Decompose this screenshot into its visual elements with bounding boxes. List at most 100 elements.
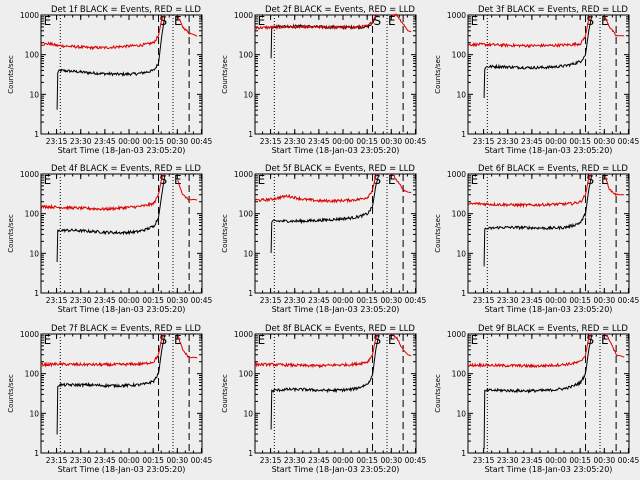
y-tick-label: 1 bbox=[248, 449, 253, 458]
x-tick-label: 00:30 bbox=[594, 296, 616, 305]
x-tick-label: 00:30 bbox=[381, 456, 403, 465]
x-tick-label: 23:30 bbox=[284, 456, 306, 465]
plot-frame bbox=[40, 14, 203, 135]
x-tick-label: 23:30 bbox=[284, 137, 306, 146]
x-tick-label: 00:00 bbox=[332, 296, 354, 305]
marker-label-S: S bbox=[160, 173, 168, 187]
panel-det-9: Det 9f BLACK = Events, RED = LLD 1 10 100 10… bbox=[434, 324, 639, 474]
y-tick-label: 1 bbox=[248, 130, 253, 139]
marker-label-S: S bbox=[160, 14, 168, 28]
x-tick-label: 00:15 bbox=[569, 456, 591, 465]
marker-label-E: E bbox=[601, 333, 609, 347]
y-tick-label: 100 bbox=[25, 210, 40, 219]
panel-det-2: Det 2f BLACK = Events, RED = LLD 1 10 100 10… bbox=[221, 5, 426, 155]
x-tick-label: 00:45 bbox=[405, 296, 427, 305]
series-lld-line bbox=[254, 14, 379, 31]
plot-frame bbox=[254, 173, 417, 294]
series-lld-line-tail bbox=[177, 16, 198, 37]
x-tick-label: 23:15 bbox=[473, 456, 495, 465]
panel-title: Det 5f BLACK = Events, RED = LLD bbox=[265, 164, 415, 174]
x-tick-label: 23:30 bbox=[284, 296, 306, 305]
panel-title: Det 9f BLACK = Events, RED = LLD bbox=[478, 324, 628, 334]
series-lld-line bbox=[254, 173, 379, 204]
y-tick-label: 1000 bbox=[20, 330, 39, 339]
x-tick-label: 00:00 bbox=[332, 137, 354, 146]
marker-label-E: E bbox=[388, 14, 396, 28]
x-tick-label: 00:15 bbox=[142, 296, 164, 305]
x-tick-label: 00:30 bbox=[594, 456, 616, 465]
x-tick-label: 00:15 bbox=[569, 137, 591, 146]
y-tick-label: 10 bbox=[456, 249, 466, 258]
x-tick-label: 00:30 bbox=[167, 137, 189, 146]
y-tick-label: 1 bbox=[461, 449, 466, 458]
x-tick-label: 00:45 bbox=[191, 456, 213, 465]
y-tick-label: 100 bbox=[239, 210, 254, 219]
plot-frame bbox=[467, 333, 630, 454]
y-tick-label: 100 bbox=[239, 51, 254, 60]
marker-label-E: E bbox=[471, 173, 479, 187]
x-tick-label: 23:15 bbox=[473, 296, 495, 305]
x-tick-label: 00:00 bbox=[118, 296, 140, 305]
y-axis-label: Counts/sec bbox=[221, 374, 229, 413]
x-tick-label: 00:00 bbox=[118, 456, 140, 465]
y-tick-label: 1000 bbox=[447, 11, 466, 20]
y-axis-label: Counts/sec bbox=[7, 55, 15, 94]
marker-label-E: E bbox=[44, 14, 52, 28]
x-axis-label: Start Time (18-Jan-03 23:05:20) bbox=[58, 146, 186, 155]
x-tick-label: 00:15 bbox=[569, 296, 591, 305]
y-axis-label: Counts/sec bbox=[434, 374, 442, 413]
x-tick-label: 23:45 bbox=[521, 456, 543, 465]
x-tick-label: 00:00 bbox=[545, 137, 567, 146]
x-axis-label: Start Time (18-Jan-03 23:05:20) bbox=[58, 465, 186, 474]
y-tick-label: 100 bbox=[452, 51, 467, 60]
x-tick-label: 23:15 bbox=[46, 137, 68, 146]
marker-label-S: S bbox=[374, 14, 382, 28]
panel-title: Det 2f BLACK = Events, RED = LLD bbox=[265, 5, 415, 15]
panel-det-4: Det 4f BLACK = Events, RED = LLD 1 10 100 10… bbox=[7, 164, 212, 314]
x-tick-label: 00:15 bbox=[356, 296, 378, 305]
marker-label-E: E bbox=[258, 333, 266, 347]
panel-title: Det 6f BLACK = Events, RED = LLD bbox=[478, 164, 628, 174]
x-tick-label: 23:45 bbox=[94, 456, 116, 465]
panel-det-3: Det 3f BLACK = Events, RED = LLD 1 10 100 10… bbox=[434, 5, 639, 155]
marker-label-E: E bbox=[388, 333, 396, 347]
series-lld-line bbox=[40, 174, 166, 212]
x-tick-label: 23:45 bbox=[308, 456, 330, 465]
marker-label-E: E bbox=[258, 14, 266, 28]
marker-label-E: E bbox=[388, 173, 396, 187]
x-tick-label: 23:30 bbox=[497, 456, 519, 465]
y-tick-label: 10 bbox=[29, 90, 39, 99]
y-tick-label: 1000 bbox=[20, 170, 39, 179]
x-tick-label: 00:15 bbox=[142, 456, 164, 465]
x-tick-label: 23:15 bbox=[260, 456, 282, 465]
x-tick-label: 23:15 bbox=[473, 137, 495, 146]
panel-det-7: Det 7f BLACK = Events, RED = LLD 1 10 100 10… bbox=[7, 324, 212, 474]
series-events-line bbox=[270, 14, 379, 59]
y-tick-label: 1000 bbox=[234, 330, 253, 339]
panel-title: Det 3f BLACK = Events, RED = LLD bbox=[478, 5, 628, 15]
y-axis-label: Counts/sec bbox=[7, 214, 15, 253]
series-lld-line bbox=[467, 334, 593, 369]
x-axis-label: Start Time (18-Jan-03 23:05:20) bbox=[272, 305, 400, 314]
panel-title: Det 7f BLACK = Events, RED = LLD bbox=[51, 324, 201, 334]
marker-label-E: E bbox=[471, 333, 479, 347]
series-lld-line bbox=[254, 334, 380, 369]
marker-label-E: E bbox=[44, 173, 52, 187]
series-events-line bbox=[483, 16, 593, 99]
series-events-line bbox=[56, 175, 166, 263]
y-tick-label: 10 bbox=[456, 409, 466, 418]
x-axis-label: Start Time (18-Jan-03 23:05:20) bbox=[485, 305, 613, 314]
y-axis-label: Counts/sec bbox=[221, 214, 229, 253]
x-tick-label: 23:45 bbox=[521, 137, 543, 146]
series-lld-line-tail bbox=[177, 335, 198, 359]
x-tick-label: 23:15 bbox=[260, 137, 282, 146]
y-axis-label: Counts/sec bbox=[221, 55, 229, 94]
x-tick-label: 23:30 bbox=[70, 137, 92, 146]
series-lld-line-tail bbox=[391, 333, 412, 357]
marker-label-E: E bbox=[601, 173, 609, 187]
x-tick-label: 23:30 bbox=[70, 296, 92, 305]
y-tick-label: 100 bbox=[452, 210, 467, 219]
y-tick-label: 1000 bbox=[447, 170, 466, 179]
y-tick-label: 100 bbox=[25, 370, 40, 379]
